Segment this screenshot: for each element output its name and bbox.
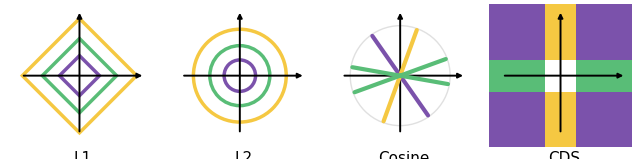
Text: CDS: CDS xyxy=(548,151,580,159)
Text: L2: L2 xyxy=(234,151,252,159)
Bar xyxy=(577,4,632,60)
Bar xyxy=(545,60,577,92)
Bar xyxy=(545,4,577,60)
Bar xyxy=(577,92,632,147)
Text: Cosine: Cosine xyxy=(378,151,429,159)
Bar xyxy=(489,4,545,60)
Bar xyxy=(577,60,632,92)
Bar xyxy=(489,92,545,147)
Bar xyxy=(489,60,545,92)
Text: L1: L1 xyxy=(74,151,92,159)
Bar xyxy=(545,92,577,147)
